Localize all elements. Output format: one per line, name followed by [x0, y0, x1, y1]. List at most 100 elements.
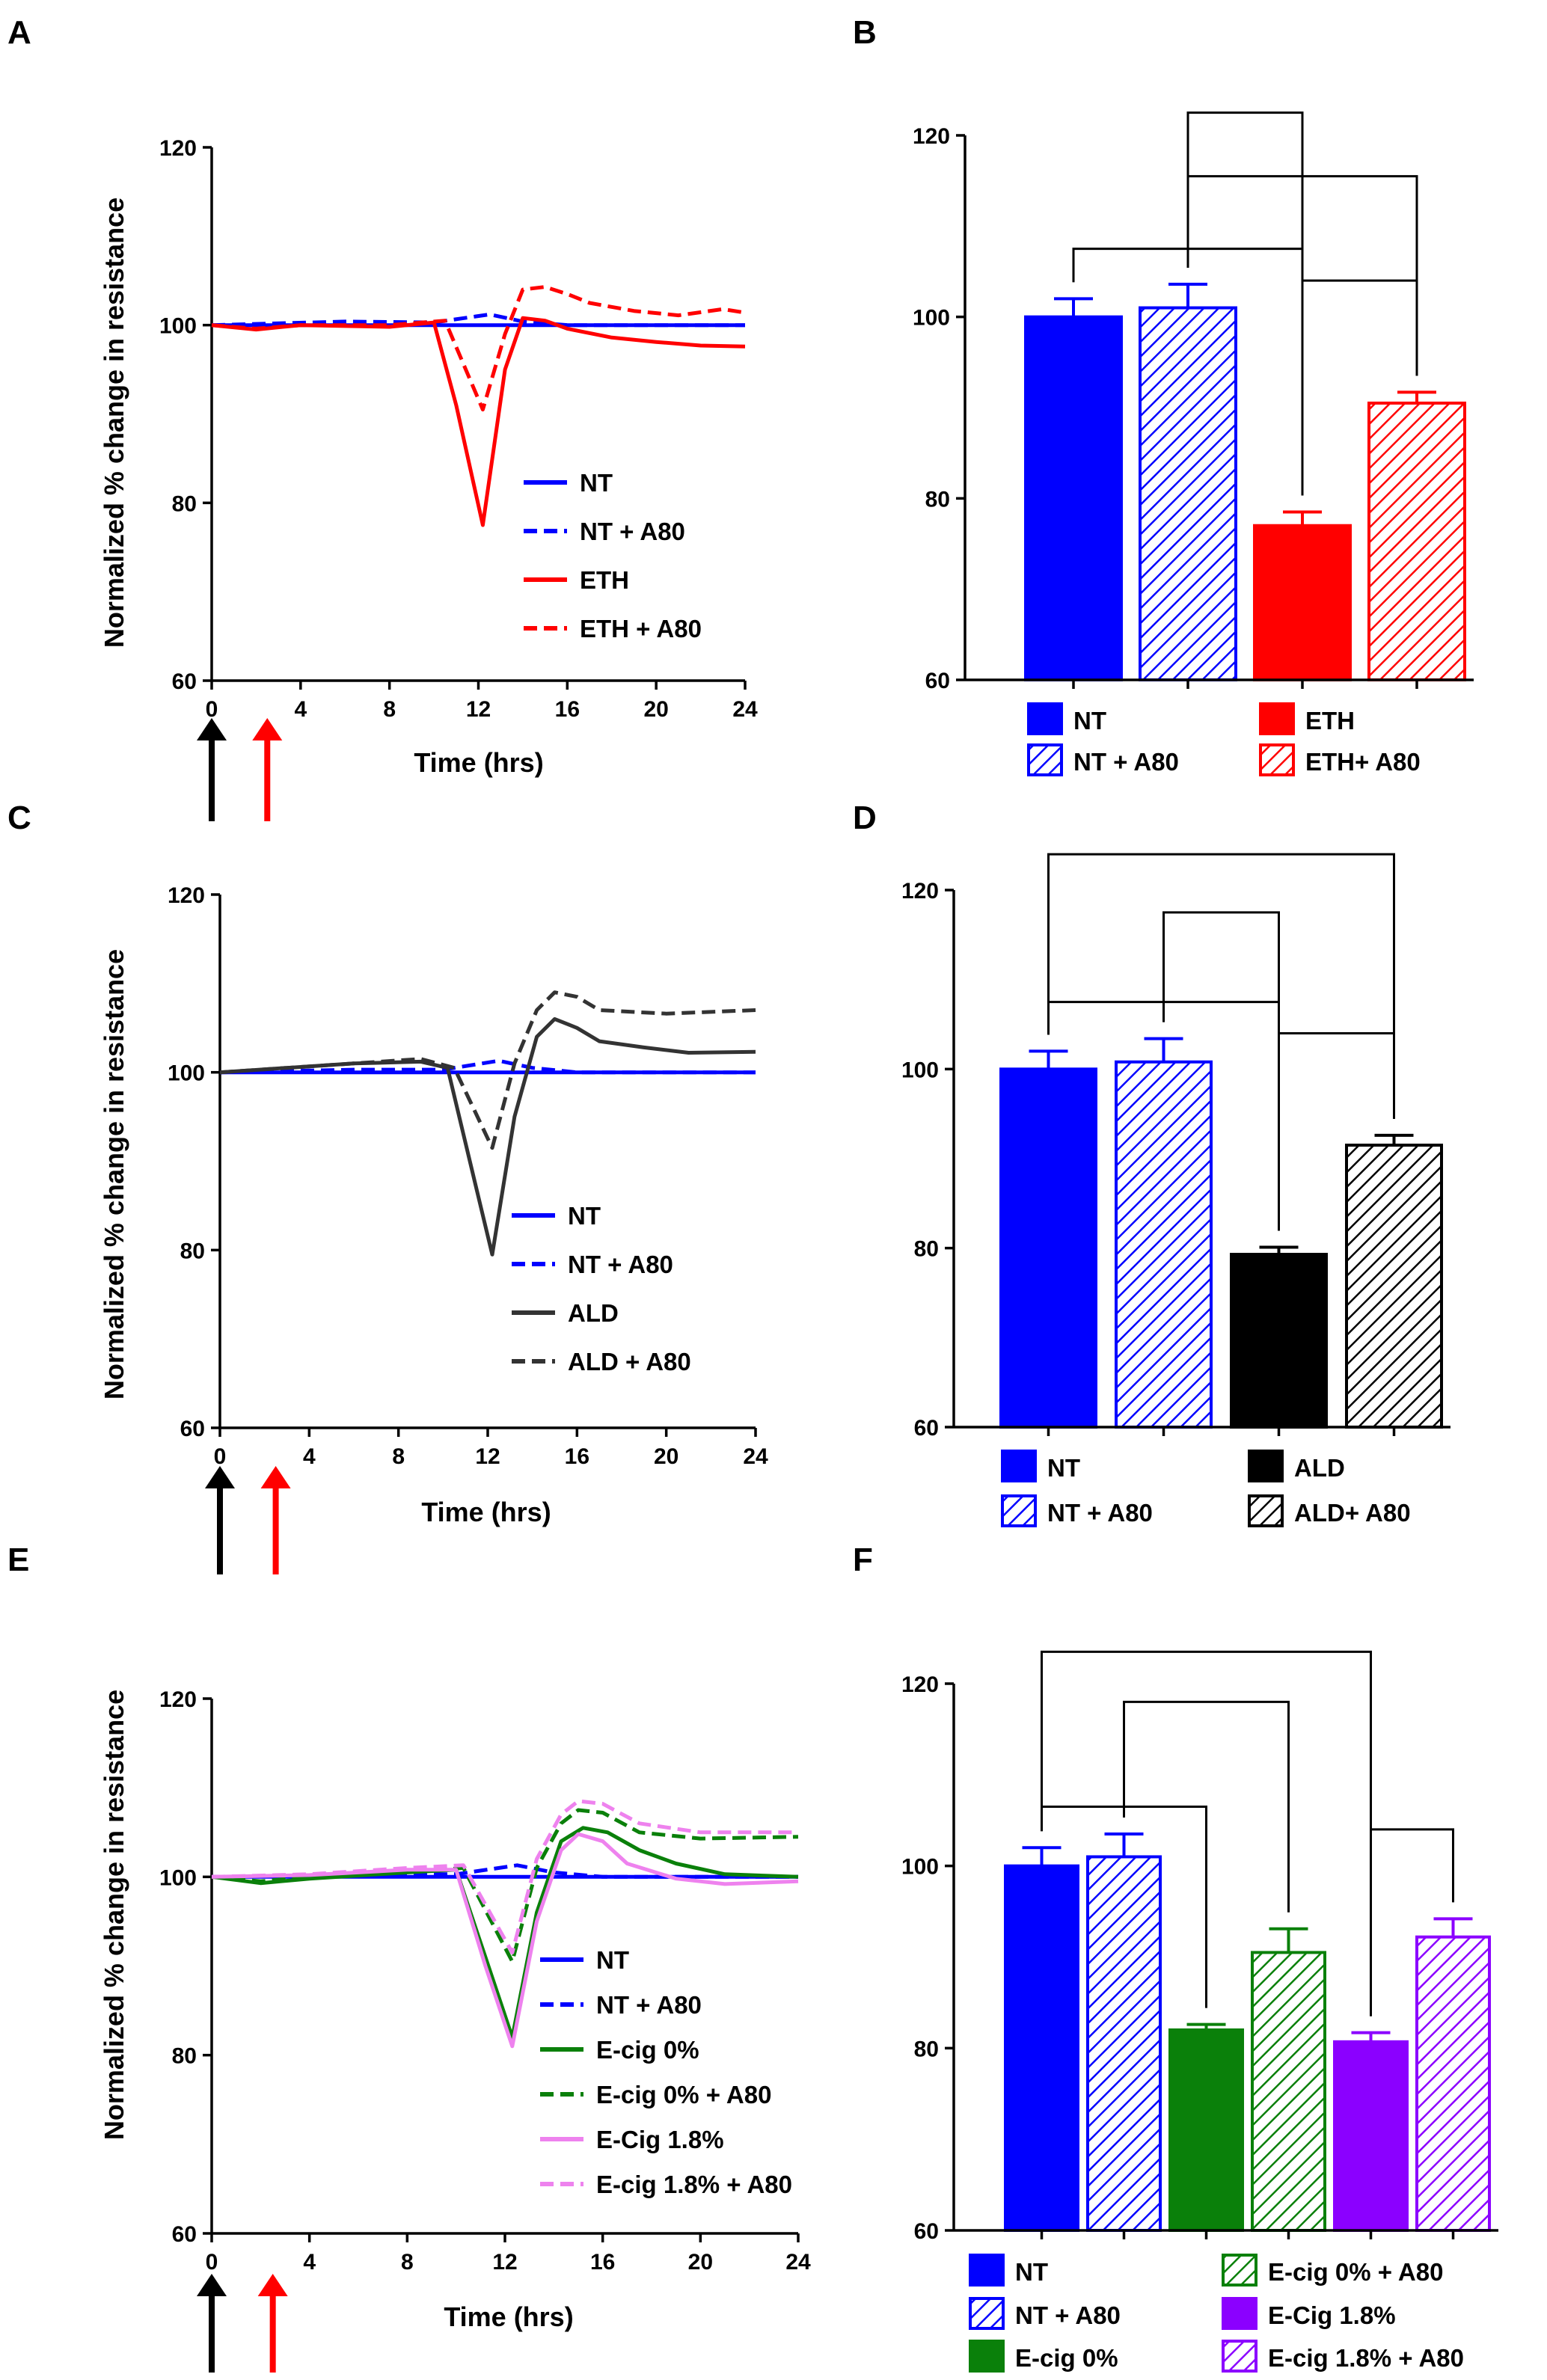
panel-b-y-tick-label: 80 [925, 487, 950, 512]
panel-e-legend-label-nt: NT [596, 1946, 629, 1974]
panel-a-x-tick-label: 24 [732, 697, 758, 722]
panel-e-legend-label-e-cig-1-8: E-Cig 1.8% [596, 2126, 724, 2153]
panel-c-y-tick-label: 80 [180, 1239, 205, 1263]
panel-c-series-nt-a80 [219, 1058, 756, 1075]
panel-f-legend-label-e-cig-1-8: E-Cig 1.8% [1268, 2301, 1396, 2329]
panel-f-y-tick-label: 100 [901, 1855, 939, 1880]
panel-d-legend-swatch-ald-a80 [1248, 1494, 1284, 1527]
panel-a-x-tick-label: 8 [383, 697, 396, 722]
panel-f-legend-swatch-nt [969, 2254, 1005, 2287]
panel-d-legend-label-ald-a80: ALD+ A80 [1294, 1499, 1411, 1527]
panel-b-bar-eth [1253, 524, 1352, 681]
panel-f-legend-label-e-cig-1-8-a80: E-cig 1.8% + A80 [1268, 2344, 1464, 2372]
panel-e-y-tick-label: 60 [172, 2222, 197, 2247]
panel-b-y-tick-label: 60 [925, 669, 950, 693]
panel-d-legend-swatch-ald [1248, 1450, 1284, 1482]
panel-e-legend-label-e-cig-0: E-cig 0% [596, 2036, 699, 2064]
panel-f-legend-swatch-e-cig-0-a80 [1222, 2254, 1257, 2287]
panel-d-bar-nt [999, 1067, 1097, 1429]
panel-a-y-tick-label: 120 [159, 136, 197, 161]
panel-f-y-tick-label: 120 [901, 1672, 939, 1697]
panel-f-bar-nt [1004, 1864, 1079, 2233]
panel-e-series-e-cig-1-8 [211, 1832, 799, 2049]
panel-f-bar-nt-a80 [1086, 1855, 1162, 2233]
panel-a-legend-label-eth: ETH [580, 566, 629, 594]
panel-d-bar-nt-a80 [1115, 1060, 1213, 1429]
panel-c-y-axis-title: Normalized % change in resistance [99, 949, 129, 1399]
panel-a-series-nt-a80 [211, 312, 745, 328]
panel-c-x-tick-label: 20 [654, 1444, 678, 1469]
panel-e-x-tick-label: 12 [492, 2250, 517, 2275]
panel-c-series-ald [219, 1016, 756, 1257]
panel-f-legend-label-nt-a80: NT + A80 [1015, 2301, 1121, 2329]
panel-b-legend-swatch-eth-a80 [1259, 743, 1295, 776]
panel-a-series-eth [211, 316, 746, 527]
panel-c-x-tick-label: 4 [303, 1444, 316, 1469]
panel-e-x-tick-label: 24 [785, 2250, 811, 2275]
panel-c-x-axis-title: Time (hrs) [421, 1497, 551, 1527]
panel-f-legend-label-e-cig-0-a80: E-cig 0% + A80 [1268, 2258, 1443, 2286]
panel-b-legend-swatch-eth [1259, 702, 1295, 735]
panel-letter-a: A [7, 14, 31, 51]
panel-b-legend-swatch-nt-a80 [1027, 743, 1063, 776]
panel-f-bar-e-cig-0 [1168, 2028, 1244, 2232]
panel-a-x-tick-label: 0 [206, 697, 218, 722]
panel-d-y-tick-label: 60 [914, 1416, 939, 1441]
panel-letter-c: C [7, 800, 31, 836]
panel-c-legend-label-nt-a80: NT + A80 [568, 1251, 673, 1278]
panel-e-y-tick-label: 100 [159, 1865, 197, 1890]
panel-f-significance-bracket [1370, 1828, 1454, 2016]
panel-c-legend-label-ald-a80: ALD + A80 [568, 1348, 691, 1375]
panel-b-legend-label-nt: NT [1073, 707, 1106, 734]
panel-c-treatment-arrow-head [260, 1466, 291, 1488]
panel-b-significance-bracket [1301, 279, 1418, 496]
panel-f-significance-bracket [1041, 1805, 1207, 2008]
panel-a-series-eth-a80 [211, 285, 746, 412]
panel-a-legend-label-nt-a80: NT + A80 [580, 518, 685, 545]
panel-f-legend-label-e-cig-0: E-cig 0% [1015, 2344, 1118, 2372]
panel-e-y-tick-label: 80 [172, 2044, 197, 2069]
panel-e-x-tick-label: 20 [688, 2250, 713, 2275]
panel-e-y-tick-label: 120 [159, 1687, 197, 1712]
panel-c-x-tick-label: 8 [392, 1444, 405, 1469]
panel-c-x-tick-label: 24 [743, 1444, 768, 1469]
panel-b-y-tick-label: 100 [913, 306, 950, 331]
panel-f-significance-bracket [1123, 1700, 1290, 1913]
panel-d-bar-ald-a80 [1345, 1144, 1443, 1429]
panel-e-treatment-arrow-head [197, 2274, 227, 2296]
panel-a-x-tick-label: 12 [466, 697, 491, 722]
panel-b-legend-label-eth-a80: ETH+ A80 [1305, 748, 1421, 776]
panel-c-x-tick-label: 12 [475, 1444, 500, 1469]
panel-e-x-tick-label: 8 [401, 2250, 414, 2275]
panel-e-legend-label-nt-a80: NT + A80 [596, 1991, 702, 2019]
panel-letter-e: E [7, 1542, 29, 1578]
panel-e-treatment-arrow-head [257, 2274, 288, 2296]
panel-e-series-e-cig-1-8-a80 [211, 1799, 798, 1955]
panel-a-x-tick-label: 20 [643, 697, 668, 722]
panel-d-legend-label-nt: NT [1047, 1454, 1080, 1482]
panel-d-y-tick-label: 120 [901, 879, 939, 904]
panel-f-legend-swatch-e-cig-1-8 [1222, 2297, 1257, 2330]
panel-e-y-axis-title: Normalized % change in resistance [99, 1690, 129, 2140]
panel-f-legend-swatch-nt-a80 [969, 2297, 1005, 2330]
panel-d-y-tick-label: 100 [901, 1058, 939, 1082]
panel-f-y-tick-label: 80 [914, 2037, 939, 2061]
panel-c-y-tick-label: 100 [168, 1061, 205, 1086]
panel-c-x-tick-label: 0 [214, 1444, 227, 1469]
panel-f-y-tick-label: 60 [914, 2219, 939, 2244]
panel-e-x-axis-title: Time (hrs) [444, 2301, 573, 2332]
panel-c-y-tick-label: 120 [168, 883, 205, 908]
panel-d-legend-label-nt-a80: NT + A80 [1047, 1499, 1153, 1527]
panel-a-legend-label-nt: NT [580, 469, 613, 497]
panel-f-bar-e-cig-1-8 [1333, 2040, 1409, 2232]
panel-e-series-e-cig-0-a80 [211, 1808, 799, 1963]
panel-b-bar-nt-a80 [1139, 306, 1237, 681]
panel-a-x-tick-label: 16 [555, 697, 580, 722]
panel-e-series-e-cig-0 [211, 1826, 799, 2040]
panel-b-bar-eth-a80 [1367, 401, 1466, 682]
panel-a-legend-label-eth-a80: ETH + A80 [580, 615, 702, 642]
panel-b-legend-swatch-nt [1027, 702, 1063, 735]
panel-letter-b: B [853, 14, 877, 51]
